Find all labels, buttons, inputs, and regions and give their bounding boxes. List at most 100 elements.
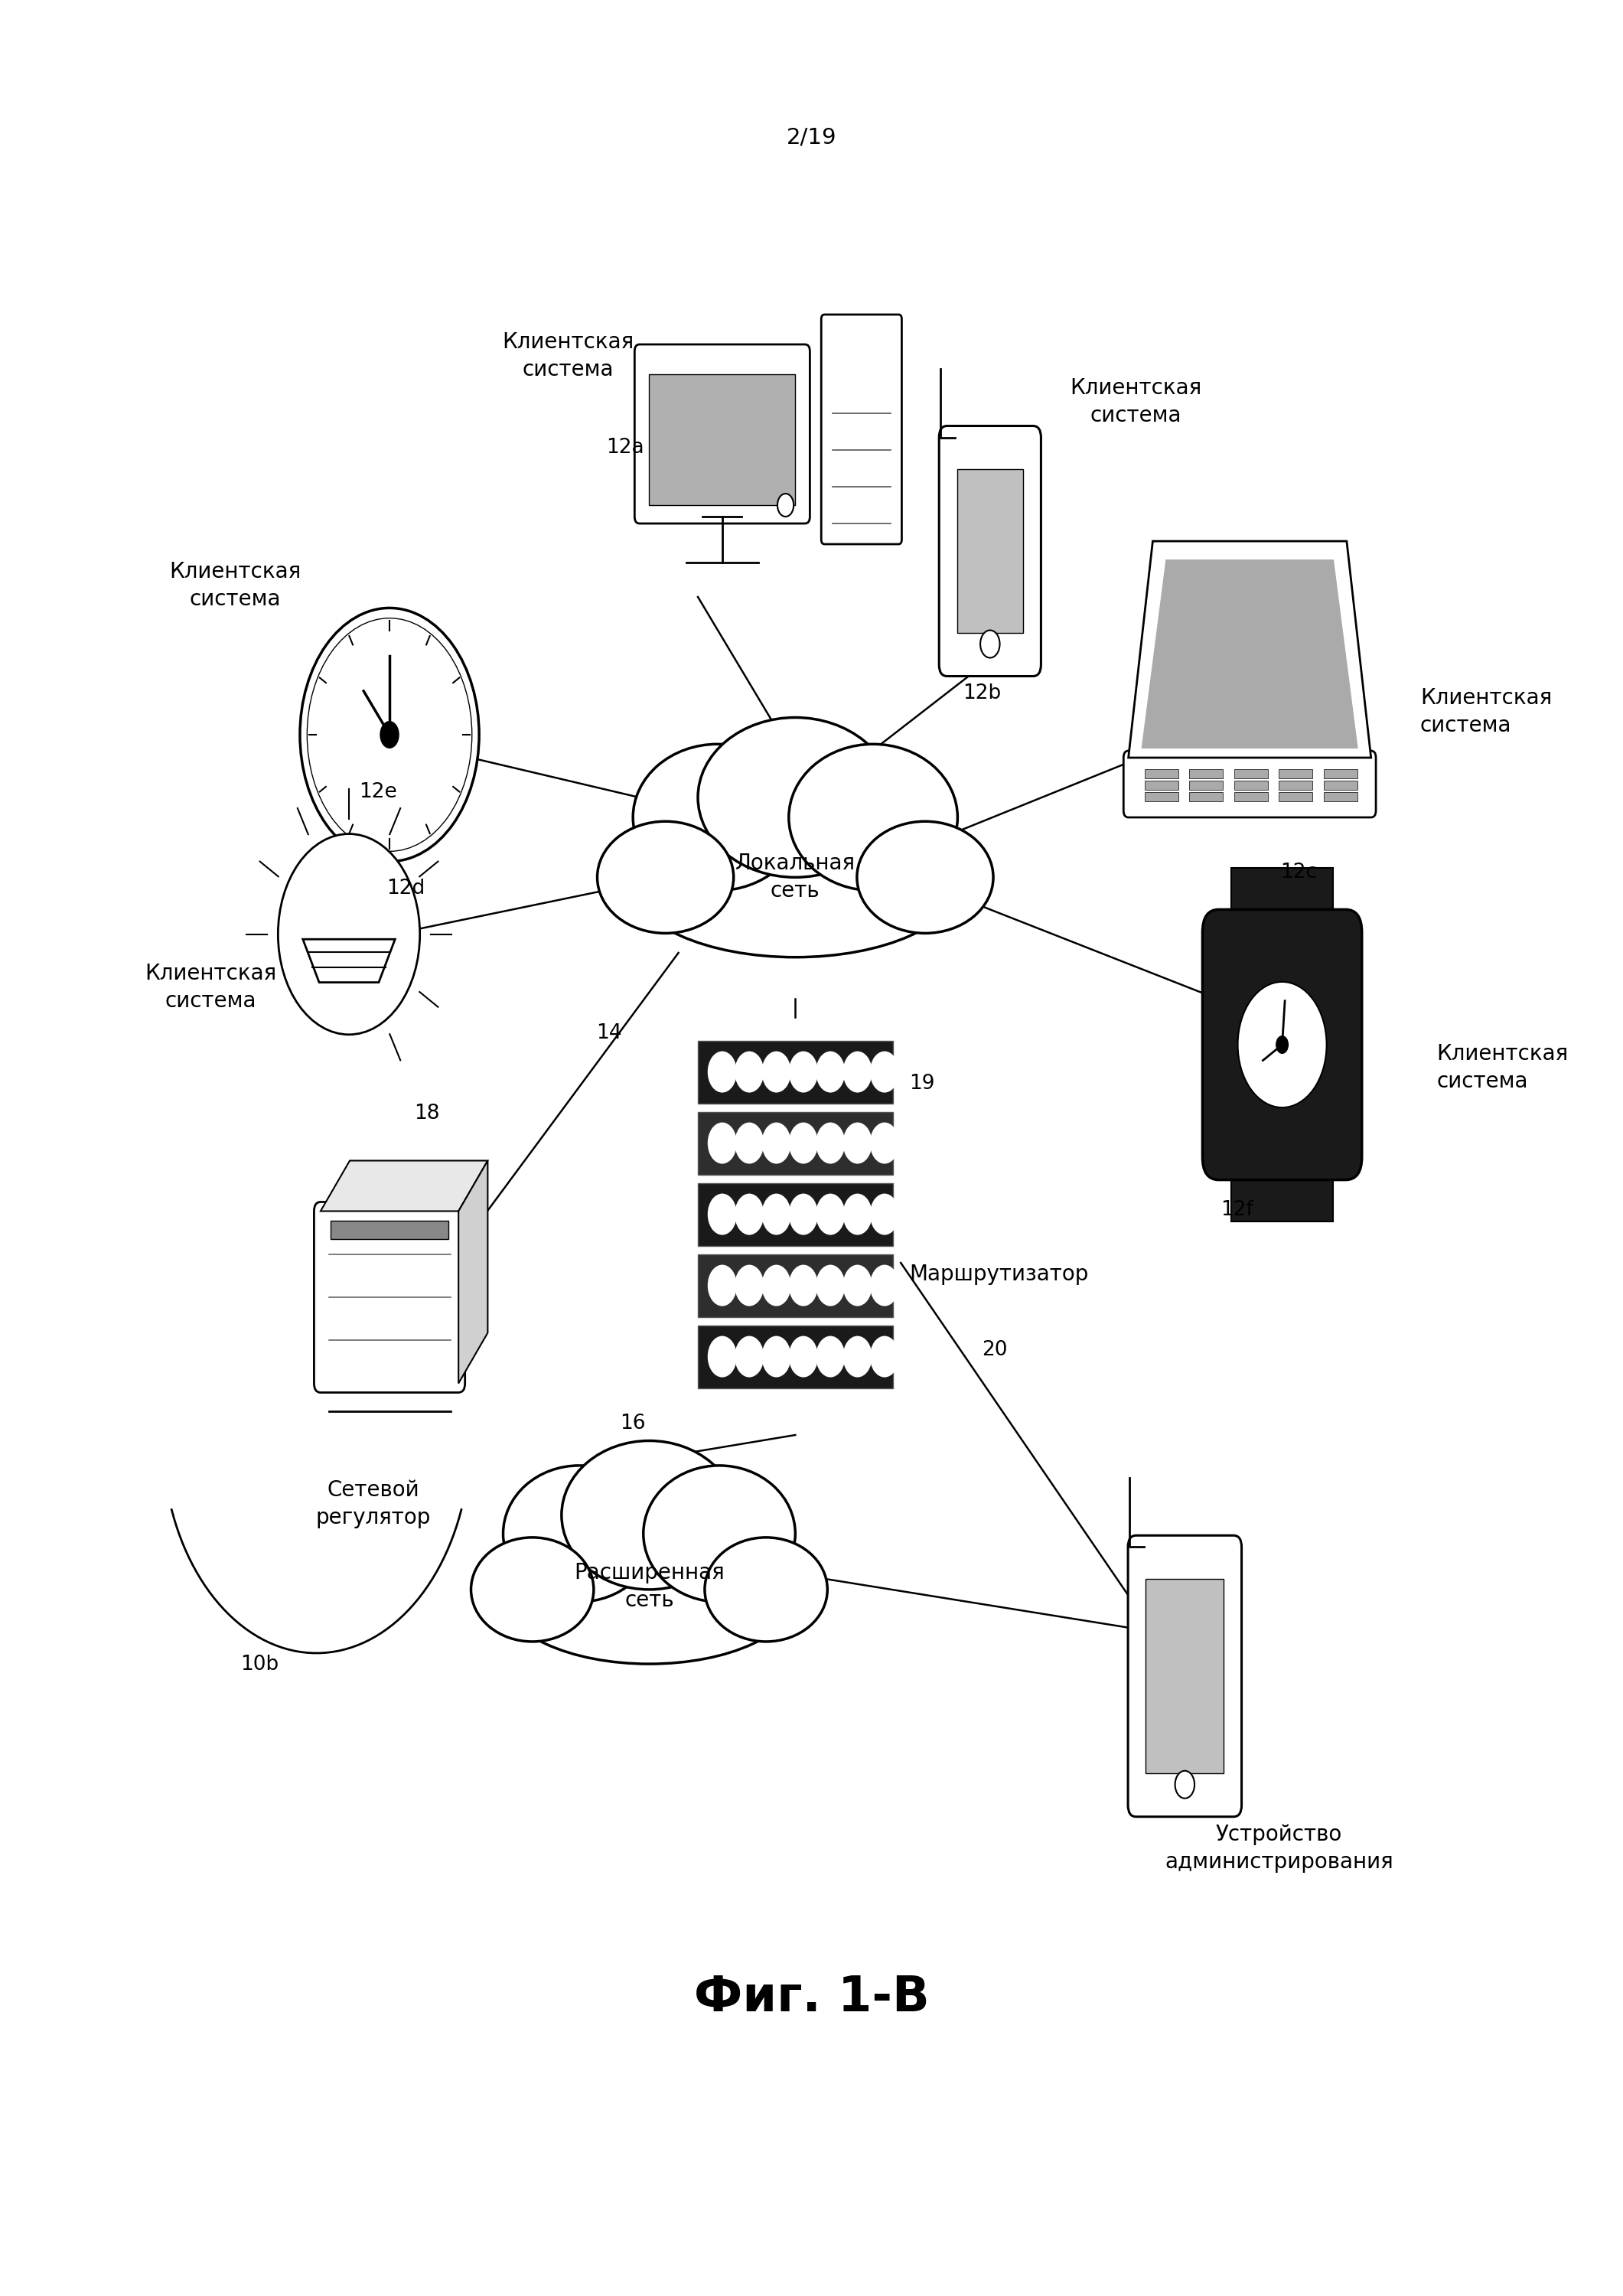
Bar [1233,792,1268,801]
Text: 12f: 12f [1220,1201,1253,1219]
Polygon shape [320,1162,487,1212]
Ellipse shape [643,1465,795,1603]
Bar [1279,769,1313,778]
Text: 12d: 12d [386,879,425,898]
Text: 12b: 12b [962,684,1001,703]
Text: Клиентская
система: Клиентская система [502,331,635,381]
Circle shape [761,1265,790,1306]
Bar [1146,1580,1224,1773]
Bar [1232,868,1332,932]
Ellipse shape [704,1538,828,1642]
Text: 18: 18 [414,1104,440,1123]
Polygon shape [458,1162,487,1382]
Text: 12e: 12e [359,783,398,801]
Ellipse shape [503,1465,656,1603]
Circle shape [1175,1770,1195,1798]
Ellipse shape [633,744,802,891]
Circle shape [777,494,794,517]
Bar [1190,769,1224,778]
Circle shape [708,1194,737,1235]
Circle shape [735,1194,764,1235]
Bar [1190,792,1224,801]
Bar [698,1111,893,1176]
Text: Сетевой
регулятор: Сетевой регулятор [316,1479,430,1529]
Circle shape [761,1194,790,1235]
Bar [698,1254,893,1318]
Circle shape [1276,1035,1289,1054]
Ellipse shape [789,744,958,891]
Bar [1279,792,1313,801]
Circle shape [816,1052,846,1093]
Text: Клиентская
система: Клиентская система [1070,377,1203,427]
Circle shape [735,1123,764,1164]
Text: 12a: 12a [605,439,644,457]
Polygon shape [304,939,394,983]
Circle shape [789,1123,818,1164]
Circle shape [870,1336,899,1378]
Circle shape [1238,983,1326,1107]
Circle shape [380,721,399,748]
Bar [1324,769,1357,778]
Text: Расширенная
сеть: Расширенная сеть [575,1561,724,1612]
Bar [698,1040,893,1104]
Text: Клиентская
система: Клиентская система [1420,687,1552,737]
FancyBboxPatch shape [313,1203,464,1391]
Polygon shape [1128,542,1371,758]
Text: Фиг. 1-B: Фиг. 1-B [693,1975,930,2020]
Circle shape [842,1052,872,1093]
Circle shape [708,1123,737,1164]
Bar [958,471,1022,634]
Bar [698,1325,893,1387]
Text: Клиентская
система: Клиентская система [169,560,302,611]
Circle shape [842,1194,872,1235]
Ellipse shape [503,1527,795,1665]
FancyBboxPatch shape [821,315,902,544]
Text: 2/19: 2/19 [787,126,836,149]
Bar [698,1182,893,1244]
Circle shape [789,1052,818,1093]
Bar [1324,781,1357,790]
Circle shape [816,1265,846,1306]
Text: 14: 14 [596,1024,622,1042]
Circle shape [300,608,479,861]
Text: 16: 16 [620,1414,646,1433]
Circle shape [842,1336,872,1378]
Polygon shape [1141,560,1358,748]
Text: Локальная
сеть: Локальная сеть [735,852,855,902]
Circle shape [842,1265,872,1306]
Circle shape [816,1123,846,1164]
Circle shape [735,1052,764,1093]
Bar [1232,1157,1332,1221]
Bar [1233,781,1268,790]
Text: Клиентская
система: Клиентская система [144,962,278,1013]
Circle shape [761,1336,790,1378]
Circle shape [842,1123,872,1164]
Circle shape [789,1336,818,1378]
Circle shape [870,1123,899,1164]
Text: Клиентская
система: Клиентская система [1436,1042,1568,1093]
Circle shape [816,1336,846,1378]
Ellipse shape [562,1442,737,1589]
Circle shape [870,1265,899,1306]
Circle shape [761,1123,790,1164]
Circle shape [870,1052,899,1093]
Circle shape [870,1194,899,1235]
Bar [649,374,795,505]
FancyBboxPatch shape [635,344,810,523]
Bar [1324,792,1357,801]
Bar [1233,769,1268,778]
Ellipse shape [857,822,993,932]
Text: 20: 20 [982,1341,1008,1359]
Circle shape [980,631,1000,657]
Bar [1144,769,1178,778]
FancyBboxPatch shape [940,427,1040,675]
FancyBboxPatch shape [1128,1536,1242,1816]
Circle shape [789,1265,818,1306]
Circle shape [735,1265,764,1306]
FancyBboxPatch shape [1203,909,1362,1180]
Bar [1144,781,1178,790]
FancyBboxPatch shape [1123,751,1376,817]
Bar [1279,781,1313,790]
Circle shape [761,1052,790,1093]
Ellipse shape [633,810,958,957]
